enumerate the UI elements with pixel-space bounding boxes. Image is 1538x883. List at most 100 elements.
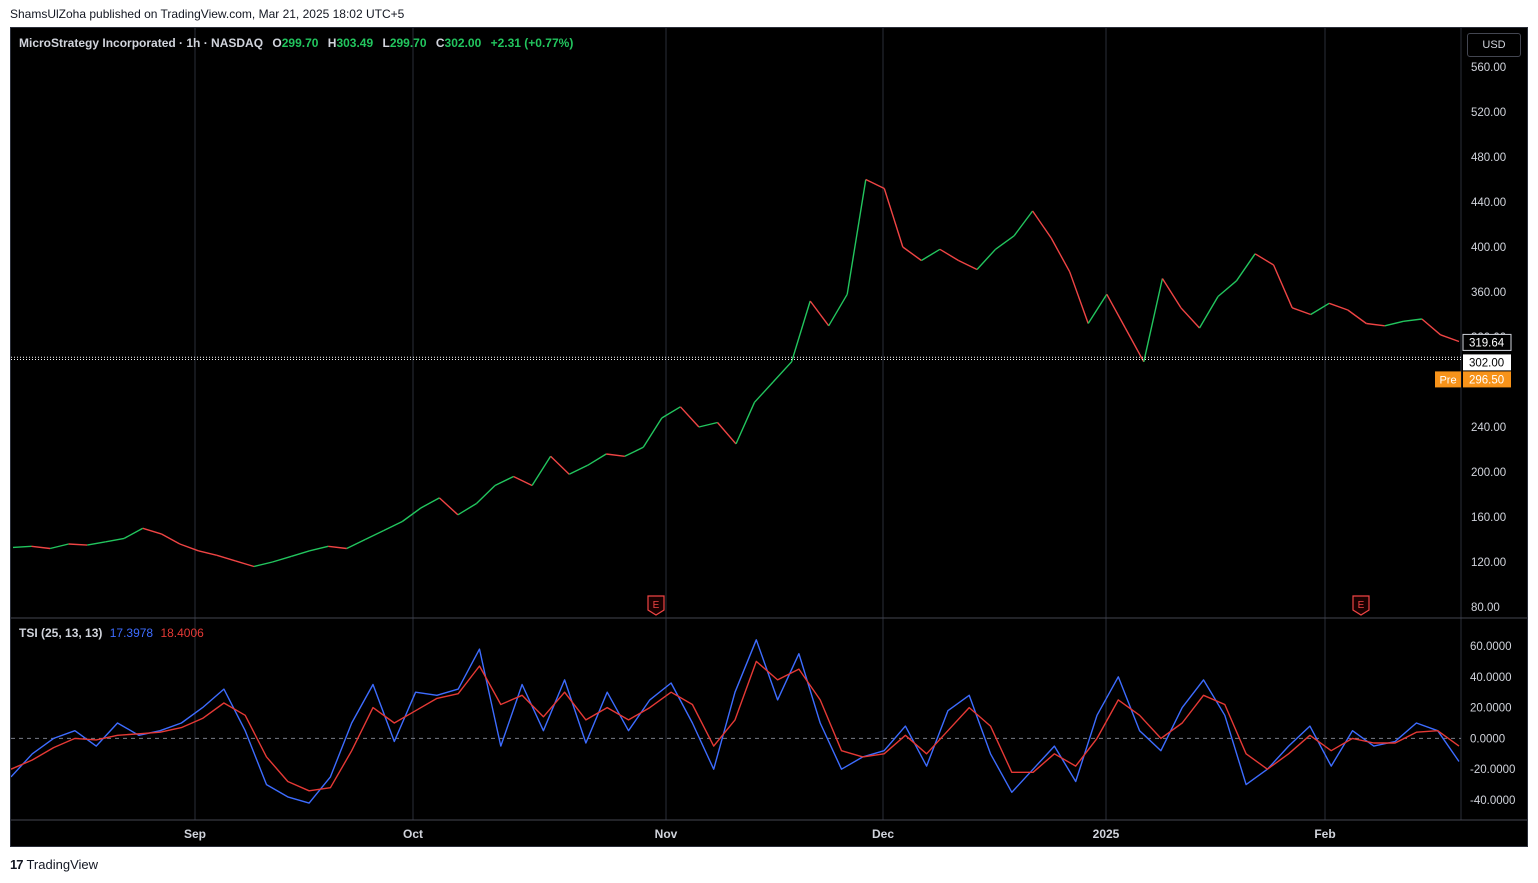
price-segment [865, 178, 885, 190]
price-segment [976, 248, 997, 270]
price-segment [346, 538, 366, 550]
price-segment [902, 246, 922, 262]
high-label: H [327, 36, 337, 50]
price-segment [476, 484, 496, 505]
open-value: 299.70 [281, 36, 319, 50]
price-segment [420, 497, 440, 509]
price-segment [142, 527, 162, 535]
price-segment [939, 248, 959, 262]
price-segment [513, 475, 533, 487]
price-segment [12, 545, 32, 549]
price-segment [457, 502, 477, 516]
price-segment [1347, 309, 1367, 325]
price-segment [753, 381, 774, 403]
close-value: 302.00 [444, 36, 482, 50]
price-tick-label: 400.00 [1471, 242, 1506, 254]
price-segment [1366, 322, 1385, 327]
price-segment [105, 537, 125, 543]
earnings-marker-label: E [1358, 600, 1365, 611]
price-segment [1087, 293, 1108, 324]
publisher-header: ShamsUlZoha published on TradingView.com… [10, 7, 405, 21]
price-segment [1013, 210, 1034, 237]
price-segment [1310, 302, 1330, 316]
price-segment [216, 554, 236, 562]
price-segment [438, 497, 459, 516]
price-segment [716, 422, 737, 445]
pre-price-tag-text: 296.50 [1469, 374, 1504, 386]
chart-canvas[interactable]: Sep Oct Nov Dec 2025 Feb 560.00 520.00 480.00 440… [11, 28, 1528, 847]
price-tick-label: 520.00 [1471, 107, 1506, 119]
price-tick-label: 480.00 [1471, 152, 1506, 164]
tsi-name[interactable]: TSI (25, 13, 13) [19, 626, 103, 640]
price-segment [309, 545, 329, 552]
tradingview-logo-icon: 17 [10, 857, 24, 872]
price-segment [1180, 307, 1201, 329]
x-tick-label: Dec [872, 827, 894, 841]
price-segment [383, 520, 403, 532]
tsi-tick-label: 20.0000 [1470, 703, 1512, 715]
price-segment [328, 545, 347, 550]
price-tick-label: 440.00 [1471, 197, 1506, 209]
x-tick-label: Oct [403, 827, 423, 841]
price-segment [995, 235, 1015, 250]
high-value: 303.49 [336, 36, 374, 50]
price-segment [1217, 280, 1237, 298]
price-tick-label: 160.00 [1471, 512, 1506, 524]
price-segment [828, 293, 848, 327]
tsi-signal-line [11, 660, 1460, 792]
close-label: C [435, 36, 445, 50]
price-segment [846, 179, 867, 295]
price-segment [87, 541, 106, 546]
footer: 17 TradingView [10, 857, 98, 872]
price-segment [1440, 334, 1460, 343]
price-segment [958, 259, 978, 271]
price-segment [772, 361, 793, 383]
price-segment [1106, 293, 1126, 329]
price-segment [1254, 253, 1274, 266]
price-segment [272, 555, 292, 563]
earnings-marker [647, 595, 665, 616]
symbol-label[interactable]: MicroStrategy Incorporated · 1h · NASDAQ [19, 36, 264, 50]
close-price-tag-text: 302.00 [1469, 357, 1504, 369]
price-tick-label: 240.00 [1471, 422, 1506, 434]
change-value: +2.31 (+0.77%) [490, 36, 574, 50]
open-label: O [272, 36, 282, 50]
price-segment [1143, 278, 1164, 362]
price-tick-label: 560.00 [1471, 62, 1506, 74]
price-segment [624, 446, 644, 457]
x-tick-label: Sep [184, 827, 206, 841]
price-segment [68, 543, 88, 546]
price-segment [123, 527, 144, 540]
low-value: 299.70 [389, 36, 427, 50]
price-segment [1328, 302, 1349, 311]
price-segment [290, 550, 310, 558]
footer-brand[interactable]: TradingView [26, 857, 99, 872]
chart-frame[interactable]: Sep Oct Nov Dec 2025 Feb 560.00 520.00 480.00 440… [10, 27, 1528, 847]
tsi-tick-label: 60.0000 [1470, 641, 1512, 653]
currency-button[interactable]: USD [1467, 33, 1521, 57]
price-segment [364, 529, 385, 541]
x-tick-label: Nov [655, 827, 678, 841]
pre-price-tag [1463, 371, 1511, 388]
price-tick-label: 200.00 [1471, 467, 1506, 479]
price-segment [606, 453, 625, 457]
price-segment [253, 561, 273, 568]
price-segment [1235, 253, 1256, 282]
price-tick-label: 120.00 [1471, 557, 1506, 569]
price-tick-label: 360.00 [1471, 287, 1506, 299]
price-segment [1384, 320, 1404, 327]
price-segment [31, 545, 51, 550]
price-segment [661, 406, 681, 419]
price-segment [735, 402, 756, 445]
tsi-tick-label: 40.0000 [1470, 672, 1512, 684]
last-price-tag [1462, 333, 1512, 351]
price-segment [587, 453, 607, 466]
price-segment [49, 543, 69, 550]
price-segment [1069, 271, 1089, 324]
price-segment [883, 188, 904, 248]
x-tick-label: 2025 [1093, 827, 1120, 841]
pre-market-badge-text: Pre [1439, 374, 1456, 386]
price-segment [790, 300, 811, 363]
price-segment [550, 455, 570, 475]
price-segment [679, 406, 700, 428]
